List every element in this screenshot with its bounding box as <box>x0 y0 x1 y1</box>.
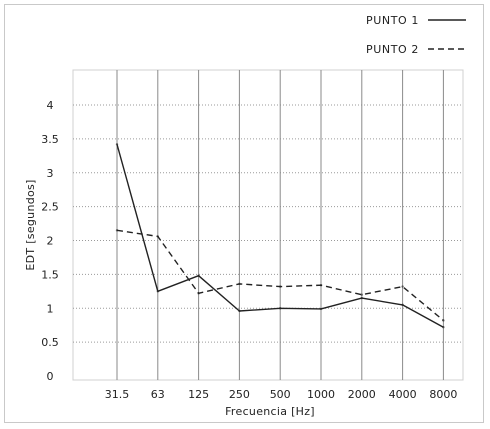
x-tick-label: 1000 <box>307 388 335 401</box>
x-tick-label: 4000 <box>389 388 417 401</box>
y-axis-title: EDT [segundos] <box>24 179 37 270</box>
y-tick-label: 2 <box>47 235 54 248</box>
data-point-s2-125 <box>197 292 200 295</box>
y-tick-label: 0.5 <box>41 336 59 349</box>
chart-frame <box>4 4 484 423</box>
data-point-s1-2000 <box>360 296 363 300</box>
y-tick-label: 1.5 <box>41 268 59 281</box>
y-tick-label: 0 <box>47 370 54 383</box>
data-point-s2-1000 <box>319 284 323 287</box>
legend-label-1: PUNTO 1 <box>366 14 419 27</box>
x-tick-label: 500 <box>270 388 291 401</box>
data-point-s1-500 <box>279 307 282 310</box>
x-tick-label: 63 <box>151 388 165 401</box>
y-tick-label: 1 <box>47 302 54 315</box>
x-tick-label: 250 <box>229 388 250 401</box>
data-point-s1-8000 <box>442 326 445 329</box>
x-tick-label: 125 <box>188 388 209 401</box>
data-point-s1-31.5 <box>115 143 119 146</box>
y-tick-label: 4 <box>47 99 54 112</box>
data-point-s2-31.5 <box>115 229 119 232</box>
x-axis-title: Frecuencia [Hz] <box>225 405 315 418</box>
data-point-s1-1000 <box>319 307 323 311</box>
data-point-s1-125 <box>197 274 200 277</box>
plot-area <box>72 69 464 381</box>
legend-label-2: PUNTO 2 <box>366 43 419 56</box>
x-tick-label: 31.5 <box>105 388 130 401</box>
data-point-s2-8000 <box>442 319 445 322</box>
y-tick-label: 2.5 <box>41 201 59 214</box>
x-tick-label: 2000 <box>348 388 376 401</box>
data-point-s1-63 <box>156 290 159 293</box>
y-tick-label: 3 <box>47 167 54 180</box>
data-point-s2-500 <box>279 285 282 288</box>
legend: PUNTO 1 PUNTO 2 <box>366 14 466 56</box>
data-point-s2-2000 <box>360 293 363 296</box>
data-point-s2-63 <box>156 235 159 238</box>
data-point-s1-4000 <box>401 303 404 307</box>
series-lines <box>115 143 445 329</box>
data-point-s2-250 <box>238 282 241 286</box>
grid <box>73 70 463 380</box>
y-tick-label: 3.5 <box>41 133 59 146</box>
x-tick-label: 8000 <box>429 388 457 401</box>
x-axis-ticks: 31.5 63 125 250 500 1000 2000 4000 8000 <box>105 388 458 401</box>
data-point-s2-4000 <box>401 285 404 288</box>
y-axis-ticks: 0 0.5 1 1.5 2 2.5 3 3.5 4 <box>41 99 59 383</box>
data-point-s1-250 <box>238 309 241 313</box>
